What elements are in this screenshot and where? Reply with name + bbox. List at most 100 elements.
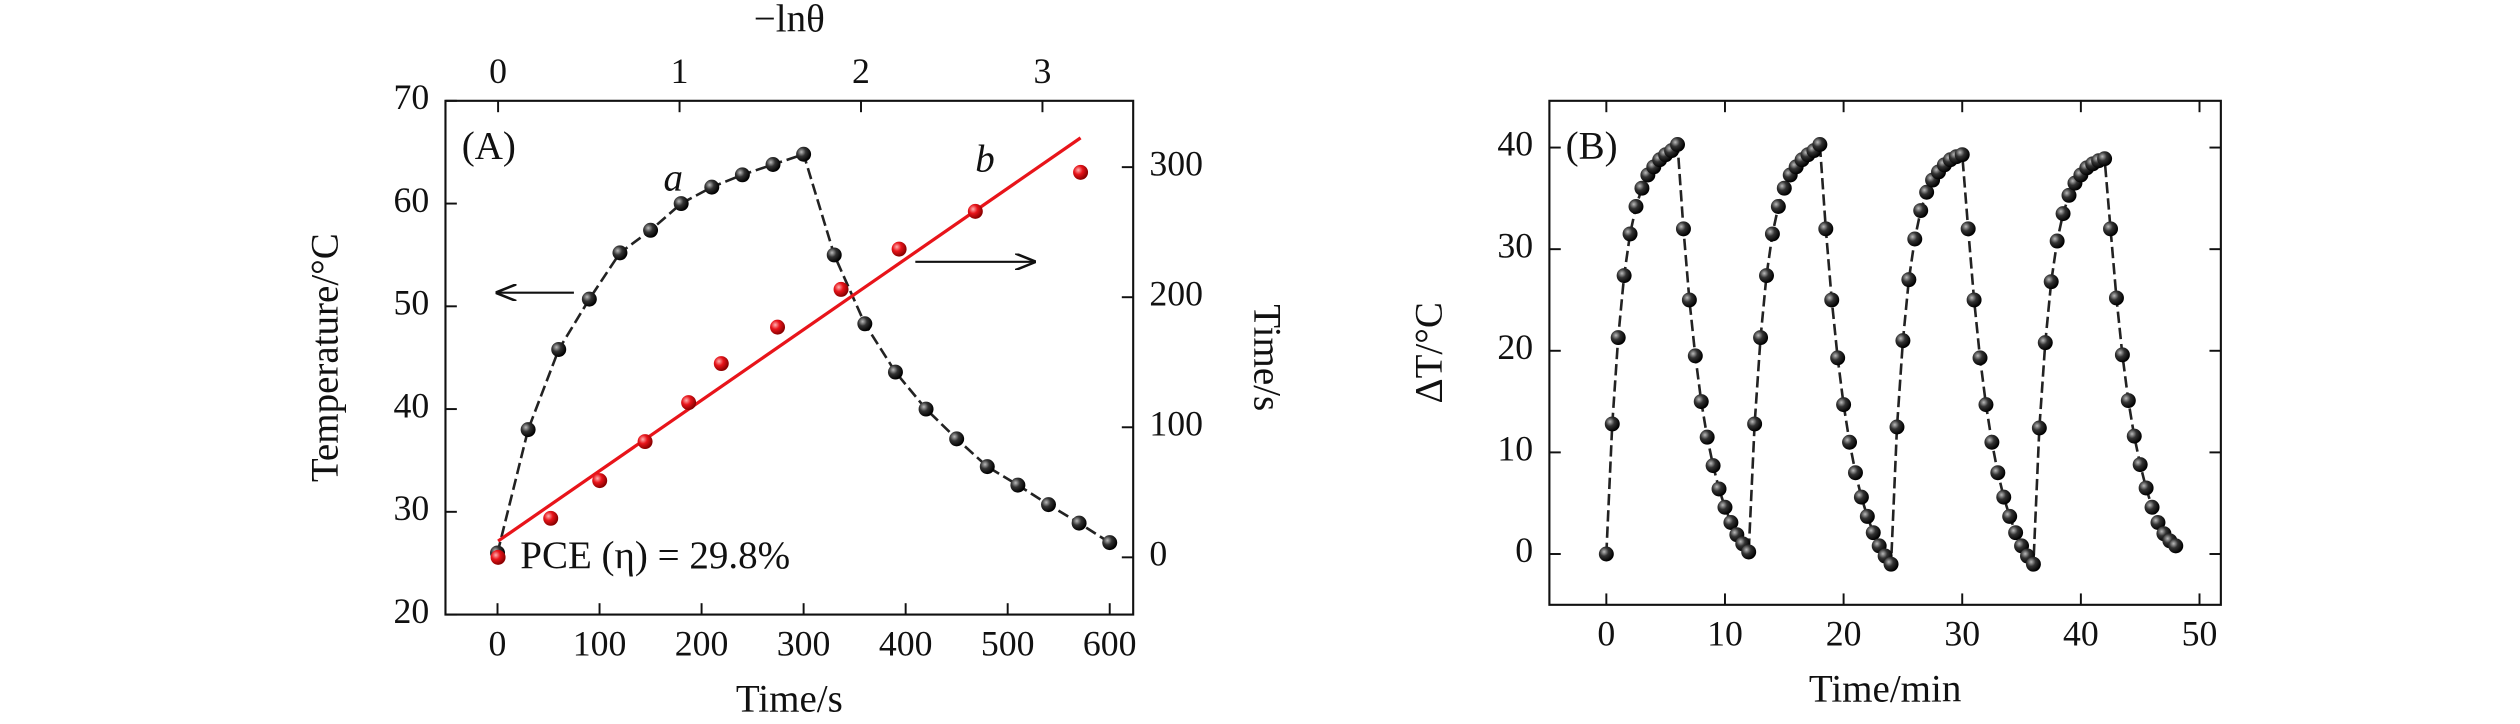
x-axis-title: Time/s xyxy=(736,677,843,720)
data-point xyxy=(967,203,983,219)
data-point xyxy=(2150,515,2166,530)
data-point xyxy=(2138,480,2154,496)
data-point xyxy=(1978,397,1994,413)
series-label: a xyxy=(664,156,684,199)
data-point xyxy=(2008,525,2024,541)
data-point xyxy=(826,247,842,263)
data-point xyxy=(1830,350,1846,366)
data-point xyxy=(704,179,720,195)
data-point xyxy=(891,241,907,257)
y-tick-label: 50 xyxy=(393,283,429,323)
data-point xyxy=(1972,350,1988,366)
y-tick-label: 20 xyxy=(393,591,429,631)
y-tick-label: 10 xyxy=(1497,429,1533,469)
data-point xyxy=(673,196,689,212)
y2-tick-label: 100 xyxy=(1149,403,1203,443)
data-point xyxy=(2126,428,2142,444)
data-point xyxy=(1996,489,2012,505)
data-point xyxy=(543,510,559,526)
data-point xyxy=(1693,394,1709,410)
data-point xyxy=(1889,419,1905,435)
plot-frame xyxy=(1548,99,2222,606)
panel-label: (A) xyxy=(462,125,516,168)
data-point xyxy=(1853,489,1869,505)
data-point xyxy=(2055,206,2071,222)
data-point xyxy=(765,157,781,172)
data-point xyxy=(592,473,608,489)
x-tick-label: 10 xyxy=(1707,614,1743,654)
plot-frame xyxy=(444,99,1135,616)
series-label: b xyxy=(975,138,994,181)
data-point xyxy=(1764,226,1780,242)
data-point xyxy=(1954,147,1970,163)
data-point xyxy=(1705,458,1721,474)
data-point xyxy=(1747,416,1763,432)
data-point xyxy=(1883,556,1899,572)
data-point xyxy=(796,146,812,162)
data-point xyxy=(1812,137,1828,152)
data-point xyxy=(2103,221,2119,237)
data-point xyxy=(2002,508,2018,524)
y-axis-title: Temperature/°C xyxy=(303,233,346,482)
data-point xyxy=(1818,221,1834,237)
data-point xyxy=(1865,525,1881,541)
y-tick-label: 30 xyxy=(393,488,429,528)
data-point xyxy=(681,395,697,411)
data-point xyxy=(713,356,729,372)
y2-tick-label: 200 xyxy=(1149,273,1203,313)
data-point xyxy=(2120,393,2136,409)
data-point xyxy=(833,281,849,297)
x-tick-label: 100 xyxy=(573,623,627,663)
x-tick-label: 0 xyxy=(489,623,507,663)
series-line xyxy=(496,152,1111,554)
data-point xyxy=(1984,434,2000,450)
x-tick-label: 300 xyxy=(777,623,831,663)
y-tick-label: 70 xyxy=(393,77,429,117)
y-tick-label: 40 xyxy=(1497,124,1533,164)
x2-tick-label: 1 xyxy=(671,51,689,91)
data-point xyxy=(2132,457,2148,473)
data-point xyxy=(1847,465,1863,481)
data-point xyxy=(1699,429,1715,445)
data-point xyxy=(857,316,873,332)
y-axis-title: ΔT/°C xyxy=(1407,302,1450,403)
data-point xyxy=(1770,199,1786,214)
x-tick-label: 400 xyxy=(879,623,933,663)
data-point xyxy=(1670,137,1685,152)
data-point xyxy=(2049,233,2065,249)
x-axis-title: Time/min xyxy=(1809,668,1961,711)
data-point xyxy=(2097,151,2113,167)
data-point xyxy=(1041,497,1056,513)
data-point xyxy=(637,434,653,450)
x-tick-label: 20 xyxy=(1826,614,1862,654)
data-point xyxy=(1711,481,1727,497)
x-tick-label: 600 xyxy=(1083,623,1137,663)
data-point xyxy=(1616,268,1632,284)
data-point xyxy=(1675,221,1691,237)
data-point xyxy=(1901,272,1917,288)
x2-axis-title: −lnθ xyxy=(754,0,825,41)
data-point xyxy=(1681,292,1697,308)
data-point xyxy=(1628,199,1644,214)
x-tick-label: 500 xyxy=(981,623,1035,663)
x2-tick-label: 0 xyxy=(489,51,507,91)
data-point xyxy=(1741,544,1757,560)
data-point xyxy=(581,291,597,307)
data-point xyxy=(1717,499,1733,515)
data-point xyxy=(1604,416,1620,432)
data-point xyxy=(551,341,567,357)
data-point xyxy=(1960,221,1976,237)
data-point xyxy=(2144,499,2160,515)
data-point xyxy=(1753,330,1769,346)
data-point xyxy=(1723,515,1739,530)
x-tick-label: 50 xyxy=(2182,614,2218,654)
data-point xyxy=(520,422,536,438)
x-tick-label: 40 xyxy=(2063,614,2099,654)
panel-label: (B) xyxy=(1566,125,1618,168)
data-point xyxy=(1102,535,1118,551)
data-point xyxy=(2061,187,2077,203)
x2-tick-label: 3 xyxy=(1034,51,1052,91)
data-point xyxy=(1895,333,1911,349)
data-point xyxy=(1622,226,1638,242)
